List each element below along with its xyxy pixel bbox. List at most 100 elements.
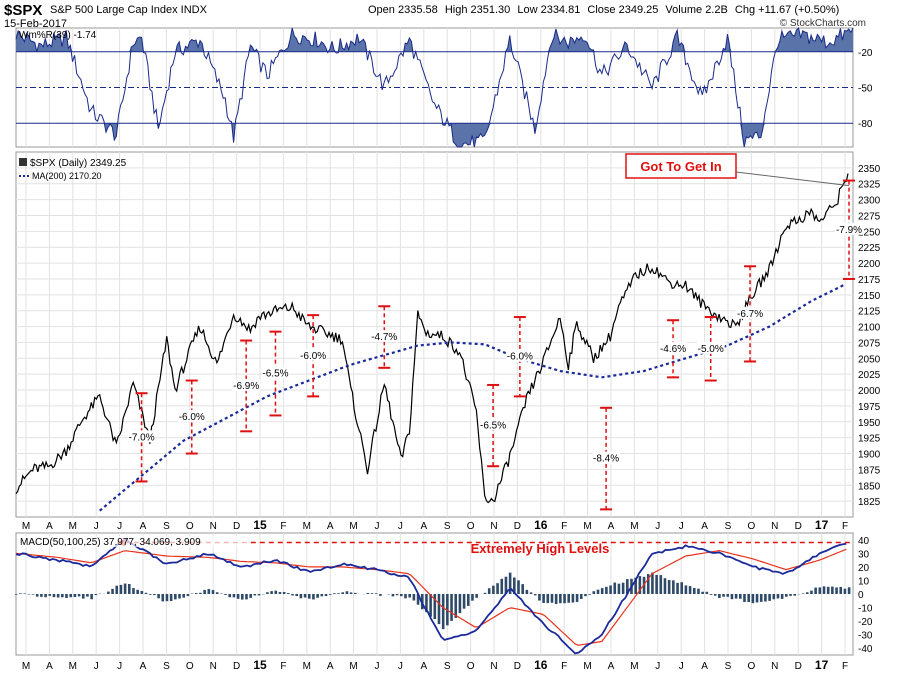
macd-histogram-bar [61, 594, 64, 598]
price-tick-label: 2275 [858, 211, 881, 222]
macd-histogram-bar [111, 588, 114, 594]
willr-legend: Wm%R(39) -1.74 [19, 30, 97, 41]
macd-histogram-bar [546, 594, 550, 604]
x-axis-label: S [163, 521, 170, 532]
macd-histogram-bar [337, 593, 340, 594]
macd-histogram-bar [86, 594, 89, 597]
quote-readout: Open 2335.58 High 2351.30 Low 2334.81 Cl… [368, 4, 839, 16]
drawdown-label: -6.5% [480, 421, 506, 432]
macd-histogram-bar [186, 594, 190, 597]
x-axis-label: D [514, 661, 521, 672]
x-axis-label: J [398, 661, 403, 672]
macd-histogram-bar [320, 594, 324, 597]
drawdown-label-bg [177, 410, 206, 423]
macd-histogram-bar [349, 592, 353, 594]
macd-histogram-bar [94, 594, 98, 596]
macd-legend: MACD(50,100,25) 37.977, 34.069, 3.909 [20, 537, 201, 548]
x-axis-label: F [280, 521, 286, 532]
price-tick-label: 1900 [858, 450, 881, 461]
macd-tick-label: -30 [858, 631, 873, 642]
macd-histogram-bar [119, 584, 123, 594]
x-axis-label: A [327, 661, 334, 672]
drawdown-label-bg [835, 222, 863, 235]
macd-histogram-bar [90, 594, 93, 600]
macd-histogram-bar [793, 594, 797, 596]
macd-histogram-bar [404, 594, 407, 599]
macd-histogram-bar [613, 582, 617, 594]
macd-histogram-bar [688, 586, 692, 594]
macd-histogram-bar [584, 594, 587, 597]
x-axis-label: M [69, 661, 77, 672]
macd-histogram-bar [44, 594, 47, 598]
open-value: 2335.58 [397, 4, 438, 16]
macd-histogram-bar [324, 594, 328, 597]
macd-histogram-bar [776, 594, 780, 599]
macd-histogram-bar [316, 594, 319, 598]
macd-histogram-bar [626, 579, 629, 594]
x-axis-label: 16 [534, 518, 548, 532]
price-tick-label: 2125 [858, 307, 881, 318]
price-tick-label: 2100 [858, 323, 881, 334]
x-axis-label: J [375, 521, 380, 532]
macd-histogram-bar [747, 594, 750, 603]
drawdown-label: -7.9% [836, 225, 862, 236]
x-axis-label: J [398, 521, 403, 532]
x-axis-label: A [701, 661, 708, 672]
drawdown-label: -6.0% [179, 412, 205, 423]
x-axis-label: S [444, 521, 451, 532]
macd-histogram-bar [35, 594, 39, 597]
price-tick-label: 1975 [858, 402, 881, 413]
macd-histogram-bar [136, 589, 139, 594]
x-axis-label: S [725, 661, 732, 672]
macd-histogram-bar [538, 594, 541, 601]
drawdown-label-bg [479, 418, 508, 431]
macd-histogram-bar [299, 594, 303, 599]
macd-histogram-bar [835, 587, 838, 594]
price-legend-swatch [19, 158, 27, 166]
macd-histogram-bar [634, 577, 637, 594]
macd-histogram-bar [663, 578, 667, 594]
willr-line [15, 27, 854, 148]
price-tick-label: 2250 [858, 227, 881, 238]
macd-histogram-bar [52, 594, 56, 598]
macd-histogram-bar [245, 594, 248, 600]
drawdown-label: -8.4% [593, 454, 619, 465]
x-axis-label: N [771, 521, 778, 532]
x-axis-label: O [467, 521, 475, 532]
x-axis-label: M [630, 521, 638, 532]
macd-histogram-bar [529, 592, 533, 594]
x-axis-label: S [725, 521, 732, 532]
x-axis-label: D [795, 521, 802, 532]
macd-note: Extremely High Levels [471, 541, 610, 556]
drawdown-label-bg [127, 430, 156, 443]
price-tick-label: 1825 [858, 497, 881, 508]
drawdown-label-bg [505, 349, 534, 362]
volume-label: Volume [665, 4, 703, 16]
x-axis-label: N [210, 661, 217, 672]
macd-histogram-bar [697, 588, 700, 594]
drawdown-label: -6.7% [737, 309, 763, 320]
macd-histogram-bar [416, 594, 420, 605]
macd-histogram-bar [454, 594, 458, 618]
macd-histogram-bar [437, 594, 441, 625]
price-tick-label: 2350 [858, 164, 881, 175]
macd-histogram-bar [253, 594, 257, 596]
macd-histogram-bar [178, 594, 181, 599]
macd-tick-label: -10 [858, 604, 873, 615]
macd-tick-label: 10 [858, 576, 870, 587]
x-axis-label: O [186, 521, 194, 532]
macd-histogram-bar [764, 594, 767, 602]
x-axis-label: A [608, 661, 615, 672]
macd-histogram-bar [333, 593, 336, 594]
macd-histogram-bar [701, 591, 704, 594]
macd-histogram-bar [759, 594, 763, 602]
macd-histogram-bar [374, 593, 378, 594]
macd-histogram-bar [341, 592, 345, 594]
macd-histogram-bar [789, 594, 792, 596]
macd-histogram-bar [492, 585, 495, 594]
macd-histogram-bar [240, 594, 244, 600]
low-value: 2334.81 [540, 4, 581, 16]
macd-histogram-bar [56, 594, 60, 598]
x-axis-label: N [771, 661, 778, 672]
